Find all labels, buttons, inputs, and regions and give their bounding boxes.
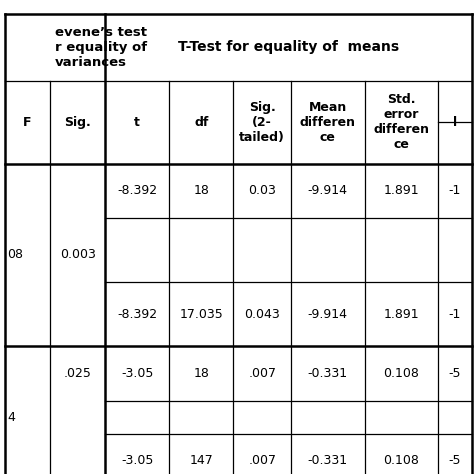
Text: -9.914: -9.914 — [308, 184, 348, 197]
Text: 0.108: 0.108 — [383, 367, 419, 380]
Text: Sig.
(2-
tailed): Sig. (2- tailed) — [239, 100, 285, 144]
Text: -5: -5 — [449, 367, 461, 380]
Text: .007: .007 — [248, 455, 276, 467]
Text: 0.043: 0.043 — [244, 308, 280, 320]
Text: F: F — [23, 116, 32, 128]
Text: t: t — [134, 116, 140, 128]
Text: -5: -5 — [449, 455, 461, 467]
Text: -9.914: -9.914 — [308, 308, 348, 320]
Text: df: df — [194, 116, 209, 128]
Text: l: l — [453, 116, 457, 128]
Text: 08: 08 — [7, 248, 23, 261]
Text: 1.891: 1.891 — [383, 184, 419, 197]
Text: 17.035: 17.035 — [180, 308, 223, 320]
Text: -3.05: -3.05 — [121, 367, 154, 380]
Text: 0.03: 0.03 — [248, 184, 276, 197]
Text: Std.
error
differen
ce: Std. error differen ce — [374, 93, 429, 151]
Text: -0.331: -0.331 — [308, 367, 348, 380]
Text: .007: .007 — [248, 367, 276, 380]
Text: -0.331: -0.331 — [308, 455, 348, 467]
Text: 147: 147 — [190, 455, 213, 467]
Text: evene’s test
r equality of
variances: evene’s test r equality of variances — [55, 26, 147, 69]
Text: -3.05: -3.05 — [121, 455, 154, 467]
Text: Mean
differen
ce: Mean differen ce — [300, 100, 356, 144]
Text: .025: .025 — [64, 367, 92, 380]
Text: -8.392: -8.392 — [117, 308, 157, 320]
Text: 0.108: 0.108 — [383, 455, 419, 467]
Text: 18: 18 — [193, 367, 210, 380]
Text: -1: -1 — [449, 308, 461, 320]
Text: 0.003: 0.003 — [60, 248, 96, 261]
Text: 18: 18 — [193, 184, 210, 197]
Text: 4: 4 — [7, 410, 15, 424]
Text: Sig.: Sig. — [64, 116, 91, 128]
Text: T-Test for equality of  means: T-Test for equality of means — [178, 40, 399, 55]
Text: 1.891: 1.891 — [383, 308, 419, 320]
Text: -1: -1 — [449, 184, 461, 197]
Text: -8.392: -8.392 — [117, 184, 157, 197]
